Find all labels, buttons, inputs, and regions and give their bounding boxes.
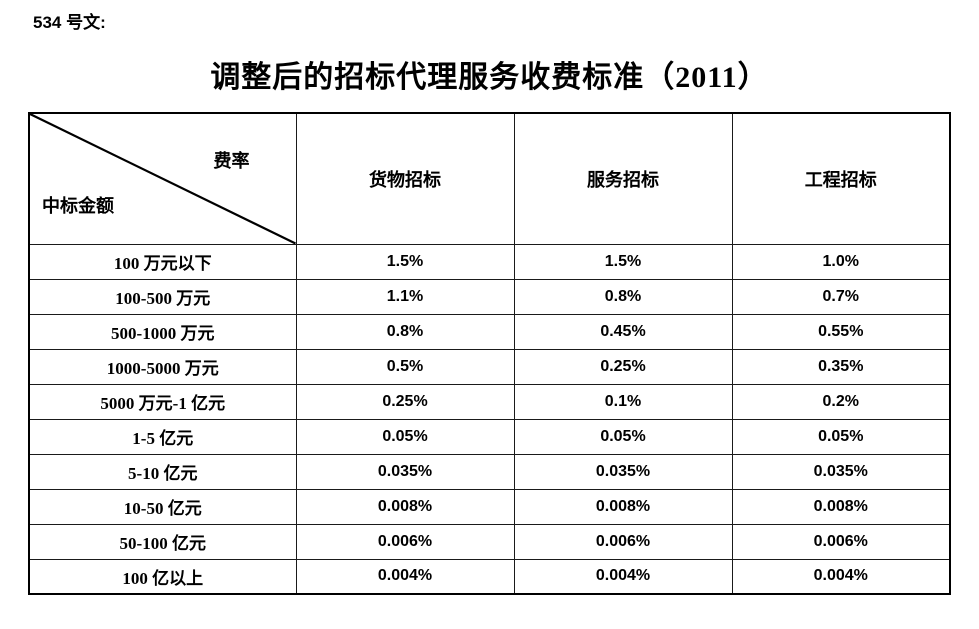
diagonal-corner-cell: 费率 中标金额 <box>28 112 297 245</box>
row-label-cell: 1000-5000 万元 <box>28 348 297 385</box>
doc-number: 534 号文: <box>33 13 106 32</box>
rate-cell: 0.008% <box>513 488 733 525</box>
table-row: 100-500 万元 1.1% 0.8% 0.7% <box>28 278 951 315</box>
column-header-goods: 货物招标 <box>295 112 515 245</box>
rate-cell: 0.7% <box>731 278 951 315</box>
rate-cell: 1.5% <box>295 243 515 280</box>
rate-cell: 0.25% <box>295 383 515 420</box>
table-row: 100 万元以下 1.5% 1.5% 1.0% <box>28 243 951 280</box>
rate-cell: 0.004% <box>731 558 951 595</box>
rate-cell: 0.035% <box>513 453 733 490</box>
rate-cell: 0.05% <box>731 418 951 455</box>
rate-cell: 0.035% <box>295 453 515 490</box>
rate-cell: 0.35% <box>731 348 951 385</box>
table-row: 100 亿以上 0.004% 0.004% 0.004% <box>28 558 951 595</box>
row-label-cell: 10-50 亿元 <box>28 488 297 525</box>
table-row: 500-1000 万元 0.8% 0.45% 0.55% <box>28 313 951 350</box>
column-header-service: 服务招标 <box>513 112 733 245</box>
rate-cell: 0.05% <box>295 418 515 455</box>
rate-cell: 0.004% <box>513 558 733 595</box>
rate-cell: 0.45% <box>513 313 733 350</box>
row-label-cell: 100 亿以上 <box>28 558 297 595</box>
row-label-cell: 100-500 万元 <box>28 278 297 315</box>
rate-cell: 0.035% <box>731 453 951 490</box>
row-label-cell: 50-100 亿元 <box>28 523 297 560</box>
table-row: 10-50 亿元 0.008% 0.008% 0.008% <box>28 488 951 525</box>
rate-cell: 1.1% <box>295 278 515 315</box>
table-row: 5-10 亿元 0.035% 0.035% 0.035% <box>28 453 951 490</box>
column-header-engineering: 工程招标 <box>731 112 951 245</box>
page-title: 调整后的招标代理服务收费标准（2011） <box>210 61 769 94</box>
rate-cell: 0.006% <box>731 523 951 560</box>
row-label-cell: 5000 万元-1 亿元 <box>28 383 297 420</box>
rate-cell: 0.004% <box>295 558 515 595</box>
rate-cell: 1.5% <box>513 243 733 280</box>
rate-cell: 0.006% <box>295 523 515 560</box>
rate-cell: 0.5% <box>295 348 515 385</box>
rate-cell: 0.006% <box>513 523 733 560</box>
rate-cell: 0.008% <box>295 488 515 525</box>
table-row: 5000 万元-1 亿元 0.25% 0.1% 0.2% <box>28 383 951 420</box>
rate-cell: 0.1% <box>513 383 733 420</box>
rate-cell: 0.008% <box>731 488 951 525</box>
diagonal-divider-line <box>30 114 296 244</box>
rate-cell: 0.25% <box>513 348 733 385</box>
rate-cell: 0.05% <box>513 418 733 455</box>
corner-label-rate: 费率 <box>213 151 250 171</box>
row-label-cell: 5-10 亿元 <box>28 453 297 490</box>
row-label-cell: 500-1000 万元 <box>28 313 297 350</box>
rate-cell: 1.0% <box>731 243 951 280</box>
corner-label-amount: 中标金额 <box>42 195 114 216</box>
row-label-cell: 100 万元以下 <box>28 243 297 280</box>
rate-cell: 0.8% <box>295 313 515 350</box>
fee-rate-table: 费率 中标金额 货物招标 服务招标 工程招标 100 万元以下 1.5% 1.5… <box>28 112 951 595</box>
table-row: 1000-5000 万元 0.5% 0.25% 0.35% <box>28 348 951 385</box>
header-row: 费率 中标金额 货物招标 服务招标 工程招标 <box>28 112 951 245</box>
rate-cell: 0.2% <box>731 383 951 420</box>
rate-cell: 0.55% <box>731 313 951 350</box>
row-label-cell: 1-5 亿元 <box>28 418 297 455</box>
table-row: 1-5 亿元 0.05% 0.05% 0.05% <box>28 418 951 455</box>
rate-cell: 0.8% <box>513 278 733 315</box>
table-row: 50-100 亿元 0.006% 0.006% 0.006% <box>28 523 951 560</box>
